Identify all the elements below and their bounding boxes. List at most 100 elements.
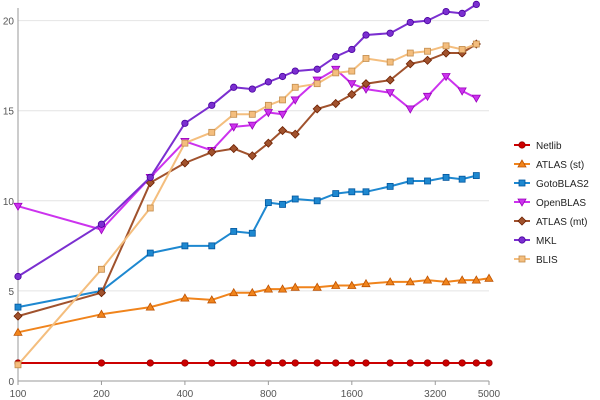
data-point-openblas (422, 92, 433, 102)
data-point-mkl (348, 45, 356, 54)
data-point-atlas-st (441, 277, 451, 286)
data-point-mkl (146, 173, 154, 181)
legend-item-mkl: MKL (514, 236, 557, 247)
data-point-blis (230, 110, 238, 118)
data-point-atlas-st (145, 302, 155, 311)
data-point-mkl (97, 220, 106, 228)
series-atlas-st (13, 273, 494, 336)
data-point-gotoblas2 (14, 303, 22, 311)
legend: Netlib ATLAS (st) GotoBLAS2 OpenBLAS ATLAS (… (514, 141, 589, 266)
data-point-mkl (230, 83, 238, 91)
y-tick-label: 15 (3, 107, 15, 118)
data-point-blis (348, 67, 356, 75)
data-point-atlas-st (331, 280, 341, 289)
data-point-atlas-mt (405, 59, 415, 69)
data-point-openblas (229, 123, 239, 132)
data-point-atlas-st (180, 293, 190, 302)
data-point-mkl (332, 53, 340, 61)
data-point-netlib (278, 359, 287, 367)
series-blis (14, 40, 480, 369)
data-point-mkl (472, 0, 480, 8)
data-point-mkl (423, 17, 432, 25)
x-tick-label: 3200 (424, 389, 447, 400)
data-point-blis (248, 110, 256, 118)
data-point-openblas (441, 73, 451, 82)
data-point-mkl (278, 72, 287, 81)
data-point-blis (332, 69, 340, 77)
legend-swatch-marker (517, 198, 527, 207)
legend-item-atlas-st: ATLAS (st) (514, 159, 584, 171)
data-point-openblas (13, 202, 23, 212)
legend-swatch-marker (517, 216, 527, 226)
legend-swatch-marker (518, 236, 526, 244)
data-point-atlas-mt (422, 55, 433, 65)
data-point-blis (313, 80, 321, 88)
data-point-blis (181, 139, 189, 147)
legend-label: Netlib (536, 141, 562, 152)
data-point-gotoblas2 (472, 172, 480, 179)
data-point-blis (362, 55, 370, 62)
data-point-netlib (291, 359, 299, 367)
data-point-atlas-st (405, 277, 415, 286)
data-point-netlib (362, 359, 370, 367)
data-point-atlas-st (207, 295, 217, 304)
legend-swatch-marker (518, 179, 526, 187)
data-point-atlas-mt (347, 89, 357, 100)
data-point-blis (291, 83, 299, 91)
data-point-mkl (264, 78, 272, 86)
data-point-openblas (385, 89, 395, 98)
data-point-blis (279, 96, 286, 104)
data-point-atlas-mt (312, 104, 322, 114)
data-point-mkl (181, 119, 189, 127)
data-point-atlas-st (13, 327, 23, 336)
data-point-netlib (208, 359, 216, 367)
data-point-gotoblas2 (406, 177, 414, 185)
data-point-blis (264, 101, 272, 109)
legend-label: ATLAS (st) (536, 160, 584, 171)
data-point-openblas (290, 96, 300, 105)
x-tick-label: 800 (260, 389, 277, 400)
data-point-blis (14, 361, 22, 369)
series-lines (13, 0, 494, 369)
data-point-netlib (406, 359, 414, 367)
legend-item-netlib: Netlib (514, 141, 562, 152)
data-point-gotoblas2 (424, 177, 431, 185)
data-point-atlas-mt (290, 129, 300, 139)
data-point-gotoblas2 (313, 197, 321, 205)
data-point-mkl (362, 31, 370, 39)
data-point-netlib (332, 359, 340, 367)
x-tick-label: 400 (177, 389, 194, 400)
data-point-mkl (386, 29, 394, 37)
data-point-atlas-st (247, 287, 257, 297)
data-point-openblas (277, 110, 288, 120)
data-point-atlas-st (312, 282, 322, 291)
data-point-openblas (471, 94, 482, 103)
y-tick-label: 0 (8, 377, 14, 388)
x-tick-label: 1600 (341, 389, 364, 400)
data-point-atlas-st (471, 275, 482, 284)
data-point-blis (406, 49, 414, 57)
data-point-blis (442, 42, 450, 50)
data-point-atlas-st (484, 273, 494, 282)
data-point-netlib (485, 359, 493, 367)
data-point-netlib (264, 359, 272, 367)
data-point-netlib (146, 359, 154, 367)
data-point-mkl (458, 9, 466, 18)
legend-label: OpenBLAS (536, 198, 586, 209)
legend-label: MKL (536, 236, 557, 247)
data-point-atlas-mt (247, 151, 257, 161)
data-point-atlas-st (277, 284, 288, 293)
data-point-netlib (248, 359, 256, 367)
legend-label: BLIS (536, 255, 558, 266)
data-point-mkl (406, 18, 414, 27)
series-line-atlas-st (17, 277, 490, 334)
data-point-netlib (313, 359, 321, 367)
data-point-mkl (313, 65, 321, 73)
data-point-atlas-mt (229, 143, 239, 154)
data-point-gotoblas2 (264, 199, 272, 207)
x-tick-label: 100 (10, 389, 27, 400)
series-openblas (13, 65, 482, 235)
series-line-mkl (17, 3, 477, 278)
series-line-openblas (17, 68, 477, 231)
